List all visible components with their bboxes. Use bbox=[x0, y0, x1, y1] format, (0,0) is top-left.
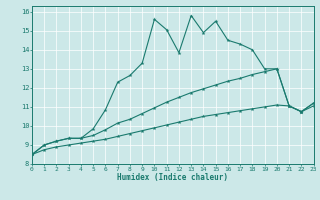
X-axis label: Humidex (Indice chaleur): Humidex (Indice chaleur) bbox=[117, 173, 228, 182]
